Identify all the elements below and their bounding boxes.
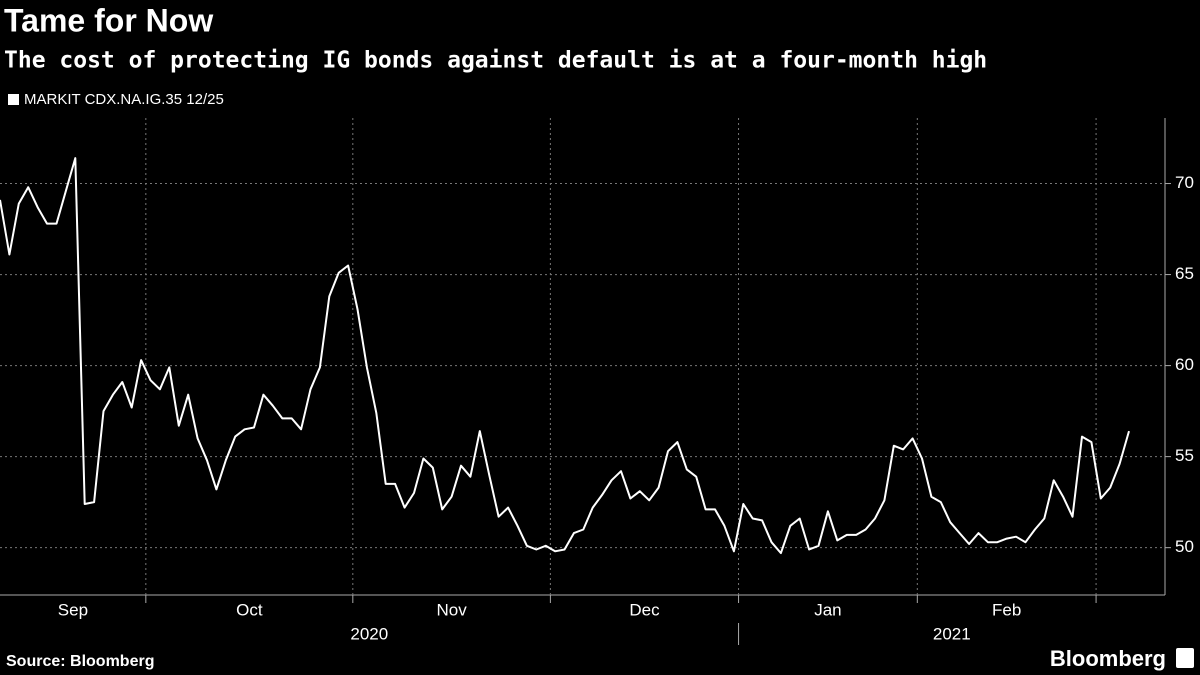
x-tick-label: Nov xyxy=(436,600,467,619)
logo-icon xyxy=(1176,648,1194,668)
x-tick-label: Jan xyxy=(814,600,841,619)
legend-swatch xyxy=(8,94,19,105)
source: Source: Bloomberg xyxy=(6,653,154,670)
year-label: 2021 xyxy=(933,624,971,643)
chart-title: Tame for Now xyxy=(4,2,213,38)
y-tick-label: 65 xyxy=(1175,264,1194,283)
x-tick-label: Sep xyxy=(58,600,88,619)
y-tick-label: 60 xyxy=(1175,355,1194,374)
chart-subtitle: The cost of protecting IG bonds against … xyxy=(4,48,987,74)
x-tick-label: Oct xyxy=(236,600,263,619)
y-tick-label: 70 xyxy=(1175,173,1194,192)
y-tick-label: 55 xyxy=(1175,446,1194,465)
logo: Bloomberg xyxy=(1050,646,1166,671)
year-label: 2020 xyxy=(350,624,388,643)
data-line xyxy=(0,157,1130,555)
x-tick-label: Dec xyxy=(629,600,660,619)
y-tick-label: 50 xyxy=(1175,537,1194,556)
legend-label: MARKIT CDX.NA.IG.35 12/25 xyxy=(24,91,224,108)
x-tick-label: Feb xyxy=(992,600,1021,619)
